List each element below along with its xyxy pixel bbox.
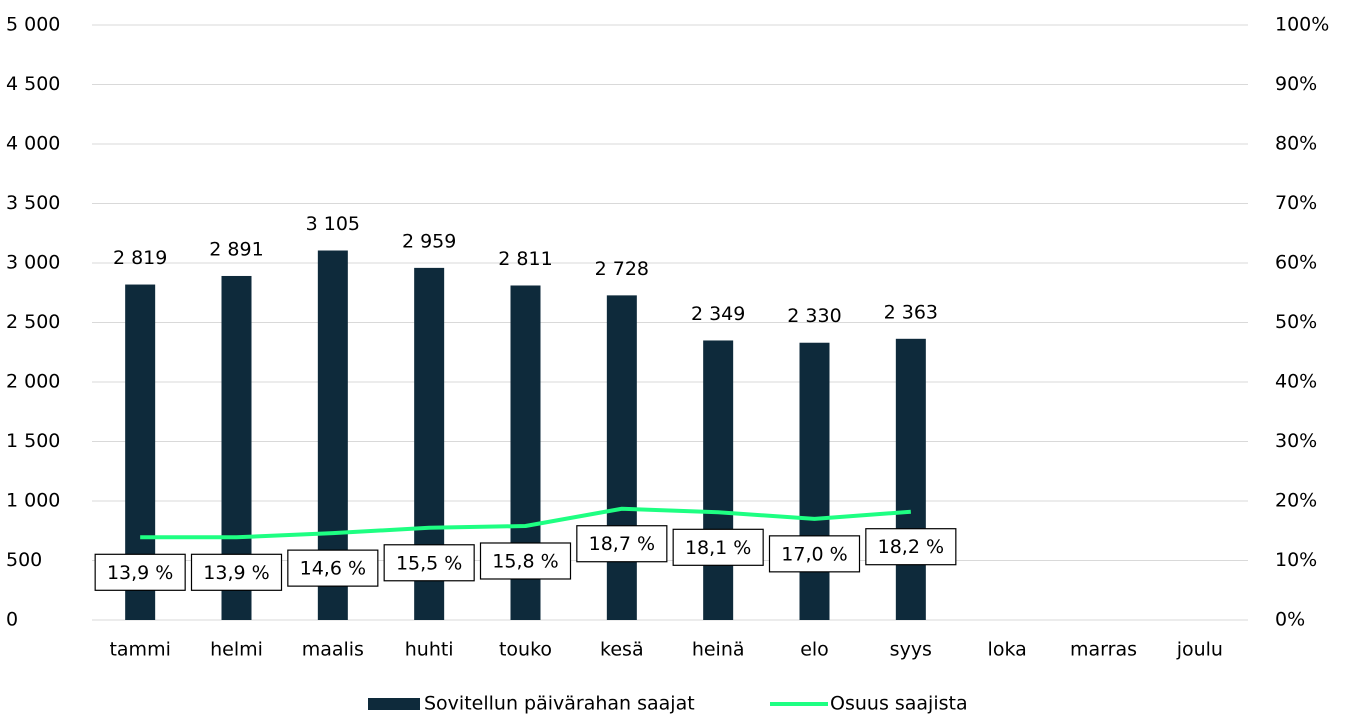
line-value-label: 18,7 % xyxy=(589,533,655,555)
legend-label: Sovitellun päivärahan saajat xyxy=(424,693,695,715)
line-value-label: 13,9 % xyxy=(203,562,269,584)
line-value-label: 18,1 % xyxy=(685,537,751,559)
value-label-box xyxy=(865,528,957,566)
bar-value-label: 2 349 xyxy=(691,303,745,325)
x-tick-label: touko xyxy=(499,639,552,661)
y2-tick-label: 70% xyxy=(1275,192,1317,214)
x-tick-label: tammi xyxy=(109,639,170,661)
y2-tick-label: 0% xyxy=(1275,609,1305,631)
y-tick-label: 0 xyxy=(6,609,18,631)
line xyxy=(140,506,911,540)
x-tick-label: syys xyxy=(890,639,932,661)
y-tick-label: 4 000 xyxy=(6,133,60,155)
value-label-box xyxy=(94,553,186,591)
y-tick-label: 2 500 xyxy=(6,311,60,333)
y2-tick-label: 50% xyxy=(1275,311,1317,333)
value-label-box xyxy=(383,544,475,582)
bar xyxy=(799,342,830,620)
bar xyxy=(606,295,637,620)
y2-tick-label: 30% xyxy=(1275,430,1317,452)
x-tick-label: joulu xyxy=(1176,639,1223,661)
bar-value-label: 2 330 xyxy=(787,305,841,327)
x-tick-label: maalis xyxy=(302,639,364,661)
y2-tick-label: 80% xyxy=(1275,133,1317,155)
value-label-box xyxy=(190,553,283,591)
bar-value-label: 2 728 xyxy=(595,258,649,280)
bar-value-label: 2 891 xyxy=(209,238,263,260)
x-tick-label: loka xyxy=(988,639,1027,661)
y-tick-label: 3 000 xyxy=(6,252,60,274)
y2-tick-label: 40% xyxy=(1275,371,1317,393)
y-tick-label: 4 500 xyxy=(6,73,60,95)
bar xyxy=(703,340,734,620)
x-tick-label: helmi xyxy=(210,639,263,661)
x-tick-label: marras xyxy=(1070,639,1137,661)
value-label-box xyxy=(672,528,764,566)
line-value-label: 15,5 % xyxy=(396,552,462,574)
legend-swatch xyxy=(368,698,420,710)
y2-tick-label: 90% xyxy=(1275,73,1317,95)
y-tick-label: 2 000 xyxy=(6,371,60,393)
value-label-box xyxy=(287,549,379,587)
y-tick-label: 500 xyxy=(6,549,42,571)
y-tick-label: 1 500 xyxy=(6,430,60,452)
line-value-label: 13,9 % xyxy=(107,562,173,584)
bar-value-label: 2 959 xyxy=(402,230,456,252)
legend-label: Osuus saajista xyxy=(830,693,968,715)
line-value-label: 15,8 % xyxy=(492,550,558,572)
y2-tick-label: 20% xyxy=(1275,490,1317,512)
x-tick-label: kesä xyxy=(600,639,644,661)
line-value-label: 17,0 % xyxy=(781,543,847,565)
bar-value-label: 3 105 xyxy=(306,213,360,235)
y2-tick-label: 10% xyxy=(1275,549,1317,571)
bar-value-label: 2 811 xyxy=(498,248,552,270)
bar-value-label: 2 819 xyxy=(113,247,167,269)
line-value-label: 14,6 % xyxy=(300,558,366,580)
y-tick-label: 3 500 xyxy=(6,192,60,214)
x-tick-label: huhti xyxy=(405,639,454,661)
y2-tick-label: 60% xyxy=(1275,252,1317,274)
y-tick-label: 5 000 xyxy=(6,14,60,36)
value-label-box xyxy=(479,542,572,580)
value-label-box xyxy=(768,535,861,573)
bar xyxy=(895,338,926,620)
line-value-label: 18,2 % xyxy=(878,536,944,558)
y2-tick-label: 100% xyxy=(1275,14,1329,36)
x-tick-label: elo xyxy=(800,639,829,661)
y-tick-label: 1 000 xyxy=(6,490,60,512)
bar-value-label: 2 363 xyxy=(884,301,938,323)
x-tick-label: heinä xyxy=(692,639,745,661)
value-label-box xyxy=(576,525,668,563)
